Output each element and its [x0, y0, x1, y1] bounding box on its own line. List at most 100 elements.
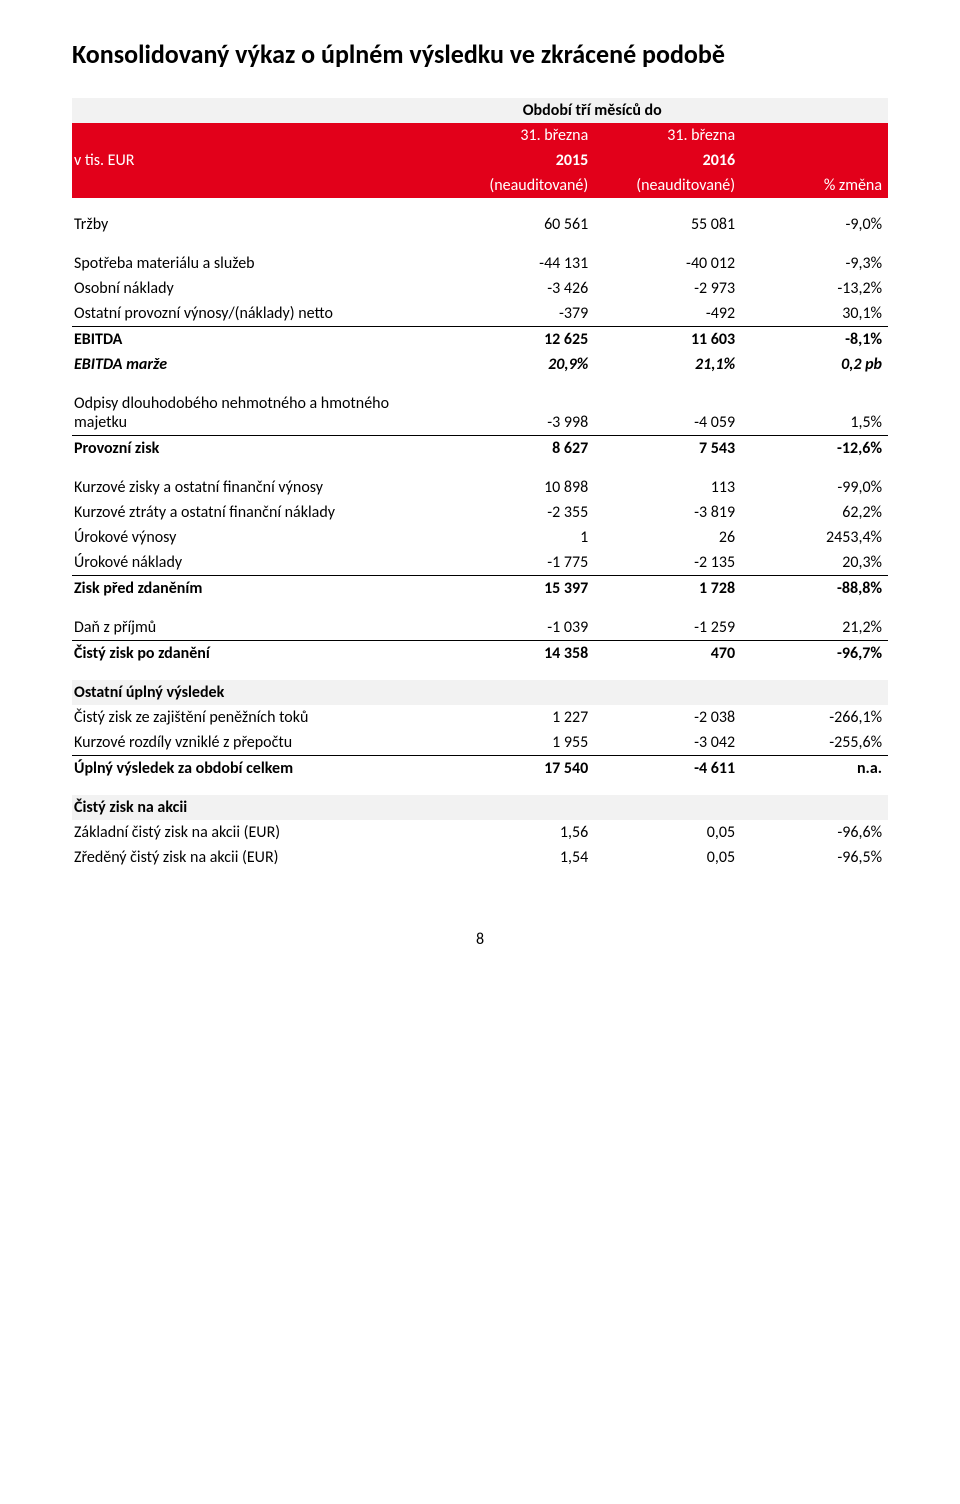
val-a: -2 355 — [447, 500, 594, 525]
col-c-label: % změna — [741, 173, 888, 198]
row-odpisy: Odpisy dlouhodobého nehmotného a hmotnéh… — [72, 391, 888, 436]
label: Kurzové rozdíly vzniklé z přepočtu — [72, 730, 447, 756]
val-a: -1 775 — [447, 550, 594, 576]
val-a: -3 998 — [447, 391, 594, 436]
val-a: 20,9% — [447, 352, 594, 377]
val-c: 20,3% — [741, 550, 888, 576]
header-period-row: Období tří měsíců do — [72, 98, 888, 123]
header-row-3: (neauditované) (neauditované) % změna — [72, 173, 888, 198]
blank — [72, 173, 447, 198]
row-zredeny-eps: Zředěný čistý zisk na akcii (EUR) 1,54 0… — [72, 845, 888, 870]
blank — [594, 795, 741, 820]
blank — [72, 123, 447, 148]
col-a-audit: (neauditované) — [447, 173, 594, 198]
label: EBITDA — [72, 327, 447, 353]
val-b: -40 012 — [594, 251, 741, 276]
blank — [741, 680, 888, 705]
val-b: -2 973 — [594, 276, 741, 301]
row-kurz-rozdily: Kurzové rozdíly vzniklé z přepočtu 1 955… — [72, 730, 888, 756]
val-a: -379 — [447, 301, 594, 327]
val-b: 1 728 — [594, 576, 741, 602]
row-ostatni-uplny-head: Ostatní úplný výsledek — [72, 680, 888, 705]
blank — [72, 98, 447, 123]
row-kurz-zisky: Kurzové zisky a ostatní finanční výnosy … — [72, 475, 888, 500]
val-c: -266,1% — [741, 705, 888, 730]
label: Daň z příjmů — [72, 615, 447, 641]
blank — [594, 680, 741, 705]
val-c: -99,0% — [741, 475, 888, 500]
val-b: 7 543 — [594, 436, 741, 462]
val-c: -8,1% — [741, 327, 888, 353]
row-urok-naklady: Úrokové náklady -1 775 -2 135 20,3% — [72, 550, 888, 576]
row-ebitda: EBITDA 12 625 11 603 -8,1% — [72, 327, 888, 353]
label: EBITDA marže — [72, 352, 447, 377]
val-b: -1 259 — [594, 615, 741, 641]
label: Odpisy dlouhodobého nehmotného a hmotnéh… — [72, 391, 447, 436]
val-a: 1 955 — [447, 730, 594, 756]
label: Úrokové náklady — [72, 550, 447, 576]
val-a: 12 625 — [447, 327, 594, 353]
label: Čistý zisk po zdanění — [72, 641, 447, 667]
val-c: 1,5% — [741, 391, 888, 436]
row-provozni-zisk: Provozní zisk 8 627 7 543 -12,6% — [72, 436, 888, 462]
row-trzby: Tržby 60 561 55 081 -9,0% — [72, 212, 888, 237]
row-urok-vynosy: Úrokové výnosy 1 26 2453,4% — [72, 525, 888, 550]
label: Kurzové ztráty a ostatní finanční náklad… — [72, 500, 447, 525]
val-a: 15 397 — [447, 576, 594, 602]
blank — [741, 98, 888, 123]
col-b-year: 2016 — [594, 148, 741, 173]
val-c: -9,3% — [741, 251, 888, 276]
label: Ostatní provozní výnosy/(náklady) netto — [72, 301, 447, 327]
val-a: 8 627 — [447, 436, 594, 462]
val-a: -3 426 — [447, 276, 594, 301]
col-a-top: 31. března — [447, 123, 594, 148]
val-b: 470 — [594, 641, 741, 667]
val-c: -13,2% — [741, 276, 888, 301]
val-c: -96,6% — [741, 820, 888, 845]
row-ostatni-provoz: Ostatní provozní výnosy/(náklady) netto … — [72, 301, 888, 327]
val-b: 113 — [594, 475, 741, 500]
val-b: 0,05 — [594, 845, 741, 870]
val-c: -255,6% — [741, 730, 888, 756]
val-c: 21,2% — [741, 615, 888, 641]
label: Osobní náklady — [72, 276, 447, 301]
val-b: -3 819 — [594, 500, 741, 525]
page-title: Konsolidovaný výkaz o úplném výsledku ve… — [72, 38, 888, 70]
col-b-audit: (neauditované) — [594, 173, 741, 198]
row-spotreba: Spotřeba materiálu a služeb -44 131 -40 … — [72, 251, 888, 276]
period-label: Období tří měsíců do — [447, 98, 741, 123]
val-c: -88,8% — [741, 576, 888, 602]
val-a: 10 898 — [447, 475, 594, 500]
row-dan: Daň z příjmů -1 039 -1 259 21,2% — [72, 615, 888, 641]
label: Ostatní úplný výsledek — [72, 680, 447, 705]
val-a: 60 561 — [447, 212, 594, 237]
row-cisty-po: Čistý zisk po zdanění 14 358 470 -96,7% — [72, 641, 888, 667]
val-b: 0,05 — [594, 820, 741, 845]
val-b: 26 — [594, 525, 741, 550]
row-zisk-pred: Zisk před zdaněním 15 397 1 728 -88,8% — [72, 576, 888, 602]
val-c: -9,0% — [741, 212, 888, 237]
label: Úplný výsledek za období celkem — [72, 756, 447, 782]
val-c: 0,2 pb — [741, 352, 888, 377]
col-b-top: 31. března — [594, 123, 741, 148]
col-a-year: 2015 — [447, 148, 594, 173]
val-a: 1,56 — [447, 820, 594, 845]
val-b: 21,1% — [594, 352, 741, 377]
val-c: -96,7% — [741, 641, 888, 667]
label: Tržby — [72, 212, 447, 237]
label: Čistý zisk ze zajištění peněžních toků — [72, 705, 447, 730]
row-osobni: Osobní náklady -3 426 -2 973 -13,2% — [72, 276, 888, 301]
val-b: -2 038 — [594, 705, 741, 730]
val-b: -4 611 — [594, 756, 741, 782]
val-c: 62,2% — [741, 500, 888, 525]
val-a: -44 131 — [447, 251, 594, 276]
row-eps-head: Čistý zisk na akcii — [72, 795, 888, 820]
row-zakladni-eps: Základní čistý zisk na akcii (EUR) 1,56 … — [72, 820, 888, 845]
val-c: n.a. — [741, 756, 888, 782]
page-number: 8 — [72, 930, 888, 949]
row-kurz-ztraty: Kurzové ztráty a ostatní finanční náklad… — [72, 500, 888, 525]
label: Čistý zisk na akcii — [72, 795, 447, 820]
val-b: -4 059 — [594, 391, 741, 436]
val-b: 55 081 — [594, 212, 741, 237]
label: Kurzové zisky a ostatní finanční výnosy — [72, 475, 447, 500]
